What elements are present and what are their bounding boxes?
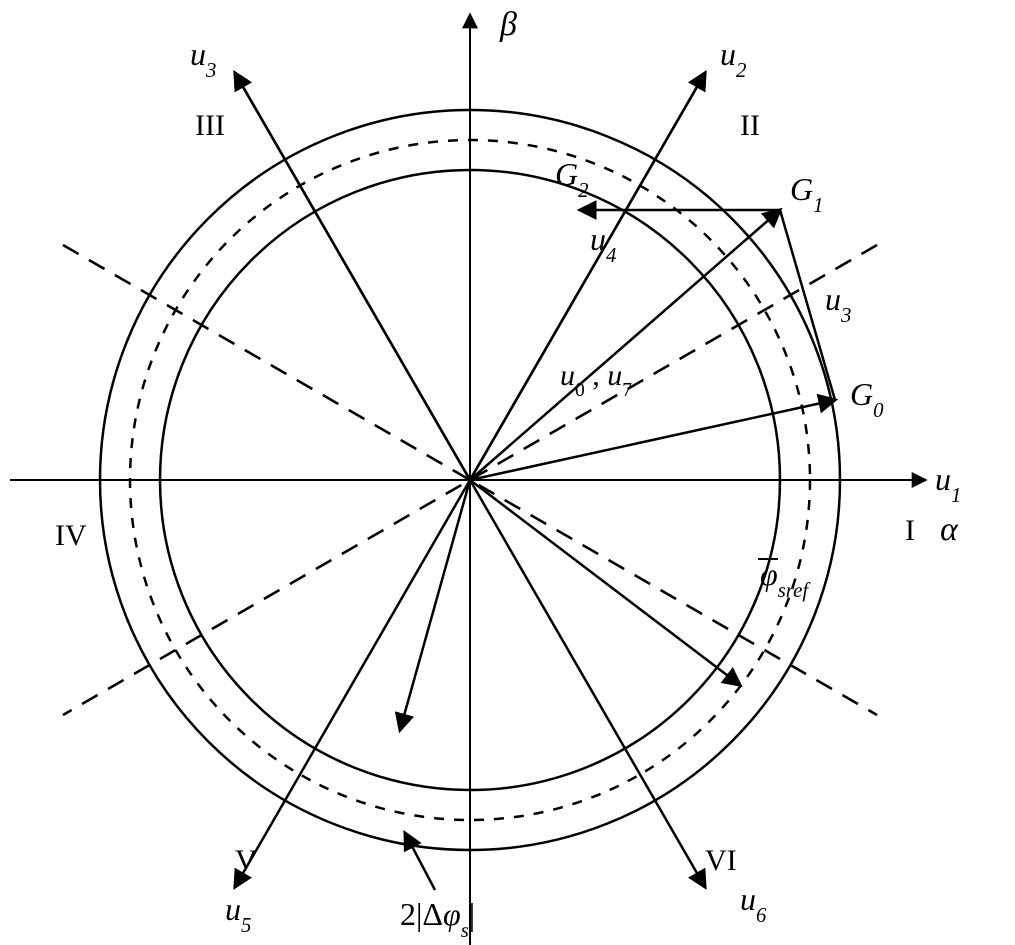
vec-phi-sref xyxy=(470,480,740,685)
label-u5: u5 xyxy=(225,891,251,937)
label-G1: G1 xyxy=(790,171,824,217)
label-u3: u3 xyxy=(190,36,216,82)
label-II: II xyxy=(740,109,760,142)
label-VI: VI xyxy=(705,844,737,877)
label-phi: φsref xyxy=(760,556,811,602)
label-u3_seg: u3 xyxy=(825,281,851,327)
vec-to-G1 xyxy=(470,210,780,480)
label-u6: u6 xyxy=(740,881,767,927)
label-III: III xyxy=(195,109,225,142)
label-IV: IV xyxy=(55,519,87,552)
label-u4_top: u4 xyxy=(590,221,616,267)
vec-small-inner-arrow xyxy=(400,480,470,730)
label-u0u7: u0 , u7 xyxy=(560,359,632,401)
dtc-sector-diagram: β α u1 u2 u3 u4 u5 u6 u0 , u7 u3 G0 G1 G2 φsref 2|Δφs|… xyxy=(0,0,1015,945)
label-delta: 2|Δφs| xyxy=(400,896,475,942)
label-beta: β xyxy=(499,6,517,43)
label-I: I xyxy=(905,514,915,547)
label-u1: u1 xyxy=(935,461,961,507)
label-G0: G0 xyxy=(850,376,884,422)
band-width-arrow xyxy=(405,833,435,890)
diagram-layer: β α u1 u2 u3 u4 u5 u6 u0 , u7 u3 G0 G1 G2 φsref 2|Δφs|… xyxy=(10,6,961,945)
label-u2: u2 xyxy=(720,36,746,82)
label-G2: G2 xyxy=(555,156,589,202)
label-alpha: α xyxy=(940,511,959,548)
label-V: V xyxy=(235,844,257,877)
